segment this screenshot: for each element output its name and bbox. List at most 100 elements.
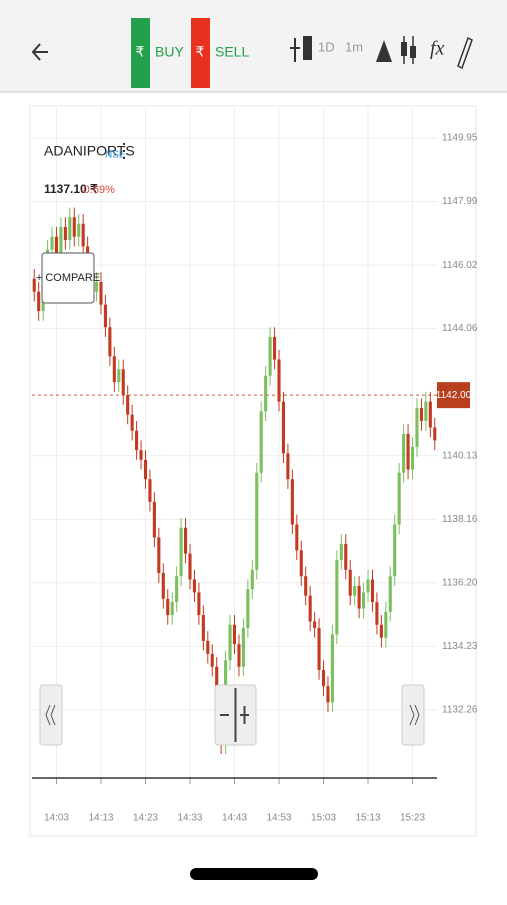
candle-body [161, 572, 165, 599]
candle-body [232, 624, 237, 645]
candle-body [201, 615, 205, 641]
candle-body [264, 375, 268, 412]
crosshair-icon[interactable] [290, 38, 300, 62]
candle-icon-body [401, 42, 407, 56]
y-tick-label: 1144.06 [442, 323, 478, 334]
candle-body [77, 223, 81, 237]
x-tick-label: 15:13 [356, 813, 381, 824]
candle-body [59, 226, 63, 253]
candle-body [433, 427, 437, 441]
candle-body [313, 621, 317, 628]
candle-body [63, 226, 67, 240]
formula-icon[interactable]: fx [430, 38, 445, 60]
candle-body [290, 479, 294, 525]
x-tick-label: 14:53 [266, 813, 291, 824]
candle-body [210, 653, 214, 667]
scroll-left-icon [45, 704, 56, 726]
candle-body [206, 640, 210, 654]
candle-body [277, 359, 281, 402]
candle-body [37, 291, 41, 312]
toolbar [0, 0, 507, 92]
chart-type-icon[interactable] [376, 40, 392, 62]
candle-body [424, 401, 428, 422]
y-tick-label: 1140.13 [442, 450, 478, 461]
candle-body [370, 579, 375, 603]
interval-day[interactable]: 1D [318, 39, 335, 54]
candle-body [419, 408, 423, 422]
symbol: ADANIPORTS [44, 143, 135, 159]
candle-body [428, 401, 432, 428]
y-tick-label: 1147.99 [442, 196, 478, 207]
y-tick-label: 1146.02 [442, 260, 478, 271]
y-tick-label: 1149.95 [442, 133, 478, 144]
candle-body [344, 543, 348, 570]
candle-body [406, 433, 410, 470]
candle-body [72, 217, 76, 237]
candle-body [126, 395, 130, 415]
candle-body [402, 433, 406, 473]
candle-body [192, 579, 197, 593]
candle-body [152, 501, 156, 538]
y-tick-label: 1136.20 [442, 577, 478, 588]
candle-body [170, 602, 174, 616]
x-tick-label: 14:23 [133, 813, 158, 824]
compare-label[interactable]: + COMPARE [36, 272, 100, 284]
candle-body [393, 524, 397, 577]
x-tick-label: 14:03 [44, 813, 69, 824]
candle-body [99, 281, 103, 305]
x-tick-label: 14:43 [222, 813, 247, 824]
candle-body [246, 589, 250, 628]
x-tick-label: 14:13 [88, 813, 113, 824]
candle-body [308, 595, 312, 622]
candle-body [410, 446, 415, 470]
scroll-right[interactable] [401, 684, 425, 746]
exchange: NSE [105, 150, 126, 161]
candle-body [139, 450, 143, 460]
candle-body [415, 408, 419, 447]
candle-body [237, 644, 241, 667]
draw-icon[interactable] [457, 36, 473, 70]
candle-body [130, 414, 134, 431]
y-tick-label: 1138.16 [442, 514, 478, 525]
candle-body [255, 472, 259, 570]
sell-label[interactable]: SELL [215, 44, 249, 60]
y-tick-label: 1132.26 [442, 705, 478, 716]
back-button[interactable] [31, 43, 48, 61]
candle-body [250, 569, 254, 590]
candle-body [121, 369, 125, 396]
interval-minute[interactable]: 1m [345, 39, 363, 54]
candle-body [375, 602, 379, 625]
candle-body [157, 537, 161, 573]
candle-body [81, 223, 85, 247]
candle-body [348, 569, 352, 596]
candle-body [299, 550, 303, 577]
buy-button[interactable] [131, 18, 150, 88]
sell-button[interactable] [191, 18, 210, 88]
sell-icon: ₹ [196, 44, 205, 60]
last-price-box [437, 382, 470, 409]
compare-button[interactable] [41, 252, 95, 304]
candle-body [268, 336, 272, 376]
candle-body [295, 524, 299, 551]
home-indicator [190, 868, 318, 880]
candle-body [321, 669, 326, 687]
candle-body [175, 576, 179, 603]
candle-body [272, 336, 277, 360]
x-tick-label: 14:33 [177, 813, 202, 824]
candle-body [384, 611, 388, 638]
candle-body [94, 281, 99, 292]
candle-body [228, 624, 232, 661]
candle-body [54, 236, 59, 253]
change: -0.69% [80, 184, 115, 196]
candle-body [103, 304, 107, 328]
study-icon[interactable] [303, 36, 312, 60]
candle-body [339, 543, 343, 561]
candle-body [117, 369, 121, 383]
candle-body [50, 236, 54, 250]
candle-body [143, 459, 148, 480]
buy-label[interactable]: BUY [155, 44, 184, 60]
candle-body [68, 217, 72, 240]
candle-body [326, 686, 330, 703]
